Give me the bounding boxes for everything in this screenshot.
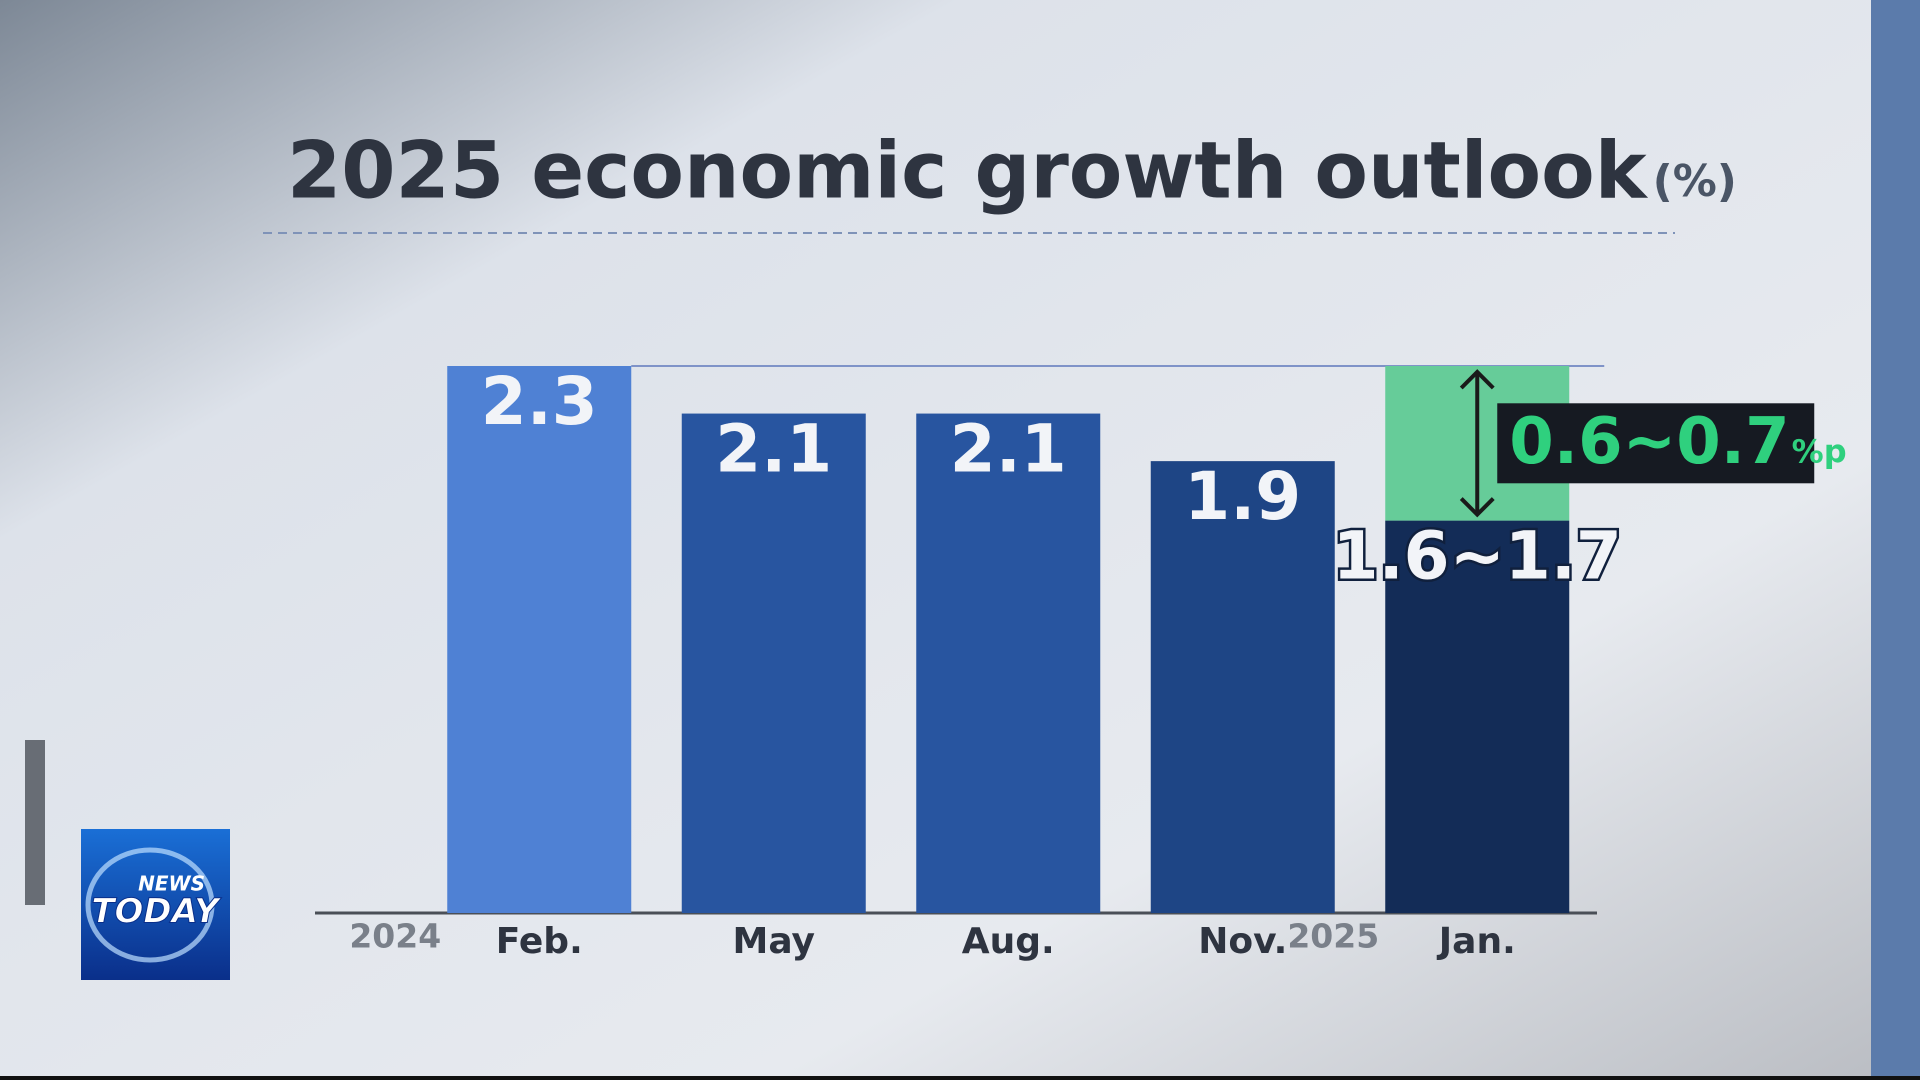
value-label: 1.6~1.7 xyxy=(1333,518,1622,595)
change-label: 0.6~0.7 xyxy=(1509,405,1789,479)
x-tick-label: Aug. xyxy=(962,921,1055,962)
side-strip xyxy=(1871,0,1920,1080)
bar xyxy=(681,413,866,913)
bar xyxy=(447,366,632,913)
x-tick-label: Feb. xyxy=(496,921,583,962)
year-label: 2024 xyxy=(349,917,441,956)
logo-ring xyxy=(85,847,215,963)
bottom-edge xyxy=(0,1076,1920,1080)
change-unit: %p xyxy=(1792,432,1847,470)
change-label-box xyxy=(1497,403,1815,484)
arrow-head xyxy=(1459,369,1495,390)
logo: NEWS TODAY xyxy=(81,829,230,980)
x-tick-label: May xyxy=(733,921,815,962)
x-tick-label: Nov. xyxy=(1198,921,1287,962)
logo-text: NEWS xyxy=(138,872,205,896)
year-label: 2025 xyxy=(1287,917,1379,956)
logo-text: TODAY xyxy=(91,892,222,932)
value-label: 2.1 xyxy=(715,411,832,488)
bar xyxy=(1385,520,1570,913)
value-label: 2.3 xyxy=(481,363,598,440)
value-label: 2.1 xyxy=(950,411,1067,488)
title-unit: (%) xyxy=(1653,156,1737,207)
value-label: 1.9 xyxy=(1184,458,1301,535)
bar xyxy=(916,413,1101,913)
logo-box xyxy=(81,829,230,980)
bar xyxy=(1150,461,1335,913)
arrow-head xyxy=(1459,497,1495,518)
x-tick-label: Jan. xyxy=(1436,921,1516,962)
side-bar xyxy=(25,740,45,905)
chart-title: 2025 economic growth outlook xyxy=(287,126,1649,216)
